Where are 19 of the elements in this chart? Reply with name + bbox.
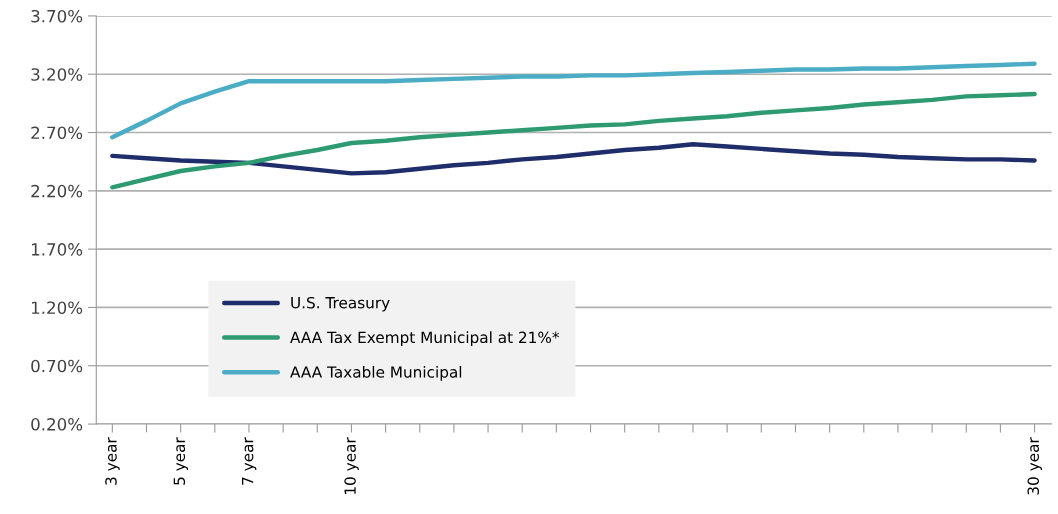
x-tick-label: 5 year [173,437,189,485]
y-tick-label: 0.20% [31,418,83,431]
y-tick-label: 3.20% [31,68,83,81]
line-series [110,61,1037,140]
line-series [110,141,1037,176]
legend-label: AAA Taxable Municipal [290,365,462,381]
x-tick-label: 3 year [105,437,120,485]
y-tick-label: 1.70% [31,243,83,256]
x-tick-label: 10 year [344,437,359,494]
line-series [110,91,1037,190]
y-tick-label: 3.70% [31,9,83,23]
y-tick-label: 2.20% [31,184,83,198]
y-tick-label: 2.70% [31,126,83,140]
legend-label: AAA Tax Exempt Municipal at 21%* [290,331,560,347]
y-tick-label: 1.20% [31,301,83,315]
x-tick-label: 30 year [1027,437,1042,495]
legend-label: U.S. Treasury [291,296,390,312]
x-tick-label: 7 year [242,437,257,485]
y-tick-label: 0.70% [31,359,83,373]
